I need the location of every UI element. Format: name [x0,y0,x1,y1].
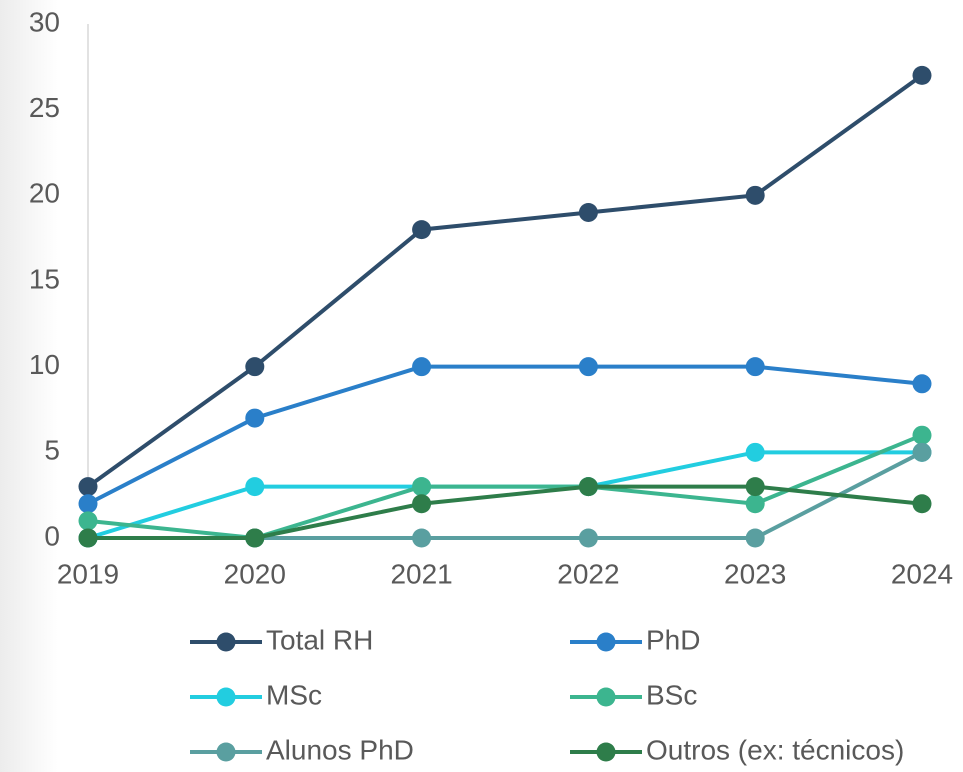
y-tick-label: 5 [44,435,60,466]
data-point [745,442,765,462]
data-point [78,511,98,531]
data-point [412,357,432,377]
legend-label: BSc [646,679,697,710]
data-point [578,202,598,222]
series-line [86,73,924,489]
data-point [912,65,932,85]
legend-marker [216,632,236,652]
data-point [245,357,265,377]
y-tick-label: 30 [29,6,60,37]
legend-label: Alunos PhD [266,734,414,765]
data-point [912,442,932,462]
legend-marker [216,742,236,762]
data-point [745,494,765,514]
y-tick-label: 10 [29,349,60,380]
legend-marker [596,687,616,707]
data-point [912,425,932,445]
y-tick-label: 0 [44,520,60,551]
data-point [78,528,98,548]
data-point [578,477,598,497]
data-point [78,477,98,497]
data-point [412,477,432,497]
data-point [245,528,265,548]
x-tick-label: 2023 [724,558,786,589]
data-point [412,494,432,514]
data-point [412,220,432,240]
series-line [88,484,923,540]
series-line [87,433,923,541]
legend-label: Outros (ex: técnicos) [646,734,904,765]
data-point [912,374,932,394]
data-point [78,494,98,514]
y-tick-label: 15 [29,263,60,294]
data-point [912,494,932,514]
x-tick-label: 2019 [57,558,119,589]
data-point [745,477,765,497]
legend-marker [596,742,616,762]
data-point [745,528,765,548]
data-point [245,408,265,428]
data-point [578,528,598,548]
y-tick-label: 20 [29,178,60,209]
data-point [745,185,765,205]
x-tick-label: 2024 [891,558,953,589]
x-tick-label: 2021 [390,558,452,589]
legend-label: PhD [646,624,700,655]
y-tick-label: 25 [29,92,60,123]
x-tick-label: 2022 [557,558,619,589]
data-point [578,357,598,377]
legend-label: Total RH [266,624,373,655]
series-line [87,364,923,506]
legend-marker [216,687,236,707]
data-point [745,357,765,377]
x-tick-label: 2020 [224,558,286,589]
data-point [245,477,265,497]
data-point [412,528,432,548]
legend-label: MSc [266,679,322,710]
legend-marker [596,632,616,652]
